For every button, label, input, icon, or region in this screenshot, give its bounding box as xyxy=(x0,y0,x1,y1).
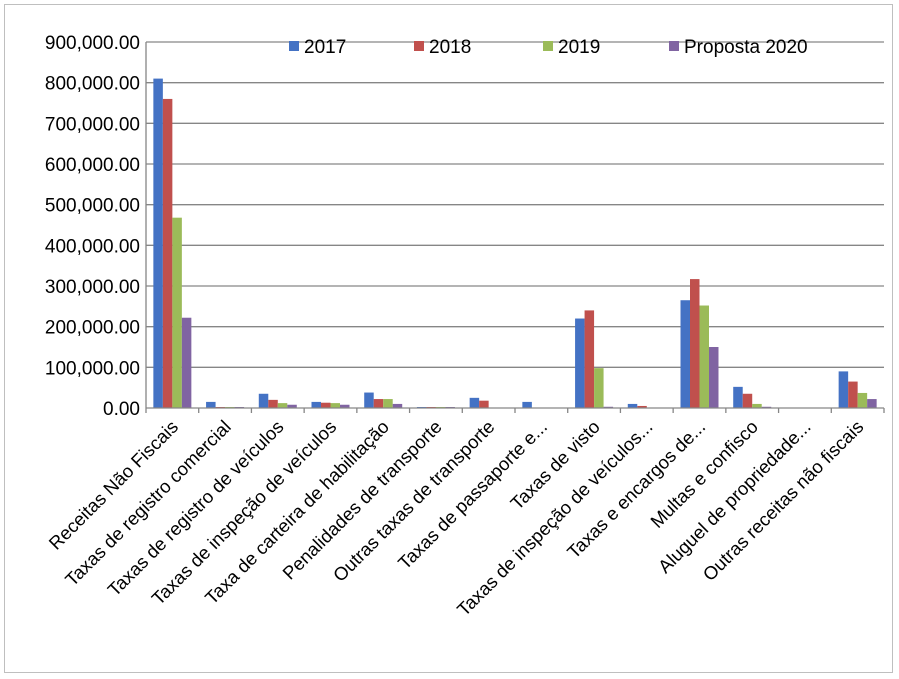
y-tick-label: 900,000.00 xyxy=(45,33,140,54)
legend-swatch xyxy=(414,41,424,51)
bar-proposta-2020 xyxy=(181,317,192,408)
legend-swatch xyxy=(543,41,553,51)
bar-2017 xyxy=(680,300,690,408)
bar-2019 xyxy=(277,403,288,408)
legend-swatch xyxy=(289,41,299,51)
bar-proposta-2020 xyxy=(287,404,297,408)
bar-2017 xyxy=(469,397,480,408)
bar-2017 xyxy=(627,403,638,408)
legend-label: 2017 xyxy=(304,37,346,58)
bar-2019 xyxy=(383,399,393,408)
bar-2018 xyxy=(268,399,278,408)
bar-2018 xyxy=(690,279,700,408)
bar-2018 xyxy=(162,98,173,408)
bar-2017 xyxy=(575,318,585,408)
bar-2019 xyxy=(699,305,709,408)
bar-2018 xyxy=(637,405,647,408)
bar-2018 xyxy=(479,400,489,408)
gridlines xyxy=(146,41,884,368)
bar-2018 xyxy=(848,381,858,408)
bar-2017 xyxy=(522,401,532,408)
bar-2017 xyxy=(206,401,216,408)
bar-2018 xyxy=(321,402,331,408)
y-tick-label: 600,000.00 xyxy=(45,155,140,176)
legend-label: 2018 xyxy=(429,37,471,58)
legend-label: Proposta 2020 xyxy=(684,37,808,58)
y-tick-label: 500,000.00 xyxy=(45,196,140,217)
y-tick-label: 700,000.00 xyxy=(45,114,140,135)
x-category-label: Taxas de inspeção de veículos... xyxy=(453,416,657,620)
chart-frame xyxy=(4,4,893,673)
legend-swatch xyxy=(669,41,679,51)
bar-2018 xyxy=(742,393,753,408)
bar-2017 xyxy=(364,392,374,408)
bar-proposta-2020 xyxy=(392,403,403,408)
bars xyxy=(153,78,877,408)
bar-2019 xyxy=(330,403,340,408)
bar-2019 xyxy=(857,392,868,408)
bar-2018 xyxy=(373,399,384,408)
bar-proposta-2020 xyxy=(340,404,350,408)
bar-2017 xyxy=(838,371,849,408)
y-tick-label: 400,000.00 xyxy=(45,236,140,257)
bar-2017 xyxy=(258,393,269,408)
y-axis-tick-labels: 0.00 100,000.00 200,000.00 300,000.00 400,00… xyxy=(45,33,140,420)
legend-label: 2019 xyxy=(558,37,600,58)
y-tick-label: 100,000.00 xyxy=(45,358,140,379)
bar-2017 xyxy=(733,386,743,408)
bar-proposta-2020 xyxy=(709,347,719,408)
legend: 2017 2018 2019 Proposta 2020 xyxy=(289,37,808,58)
bar-2019 xyxy=(172,217,182,408)
bar-2019 xyxy=(752,403,762,408)
bar-2018 xyxy=(584,310,595,408)
y-tick-label: 800,000.00 xyxy=(45,74,140,95)
bar-2017 xyxy=(153,78,163,408)
axes xyxy=(145,42,885,413)
y-tick-label: 0.00 xyxy=(103,399,140,420)
y-tick-label: 200,000.00 xyxy=(45,318,140,339)
bar-proposta-2020 xyxy=(867,399,877,408)
y-tick-label: 300,000.00 xyxy=(45,277,140,298)
bar-2019 xyxy=(594,368,604,408)
bar-2017 xyxy=(311,401,321,408)
